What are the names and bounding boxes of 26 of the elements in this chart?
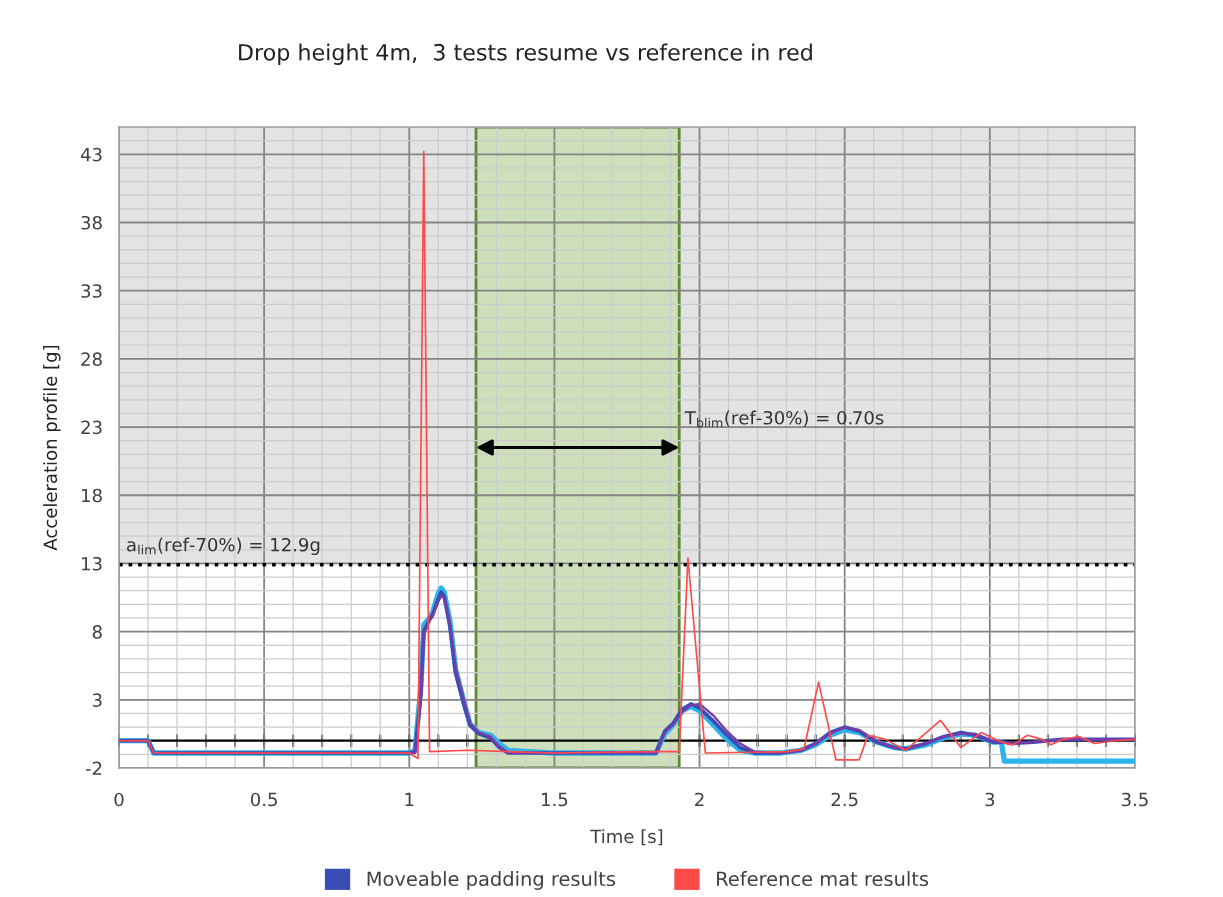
y-tick-label: 33 [81,284,102,298]
x-tick-label: 3.5 [1121,792,1148,807]
y-tick-label: 43 [80,147,102,162]
y-tick-label: 28 [81,352,102,366]
line-series [119,150,1135,761]
y-tick-label: -2 [85,761,102,775]
band-label: T$_{blim}$(ref-30%) = 0.70s [684,410,884,428]
y-tick-label: 8 [92,625,102,639]
y-tick-label: 18 [82,488,102,503]
x-tick-label: 2.5 [831,792,858,807]
x-tick-label: 2 [695,792,704,807]
chart-title: Drop height 4m, 3 tests resume vs reference in red [239,43,812,65]
ref-line-label: a$_{lim}$(ref-70%) = 12.9g [127,537,320,556]
x-tick-label: 3 [985,792,995,807]
x-tick-label: 1 [405,792,414,807]
x-tick-label: 0.5 [250,792,277,807]
y-tick-label: 23 [81,420,102,435]
x-axis-title: Time [s] [590,829,663,846]
legend-label: Moveable padding results [367,871,616,890]
x-tick-label: 1.5 [542,792,568,807]
y-tick-label: 3 [92,693,102,707]
y-axis-title: Acceleration profile [g] [43,345,61,551]
legend-label: Reference mat results [717,871,929,887]
y-tick-label: 13 [82,556,102,571]
x-tick-label: 0 [114,792,124,807]
y-tick-label: 38 [81,215,102,230]
